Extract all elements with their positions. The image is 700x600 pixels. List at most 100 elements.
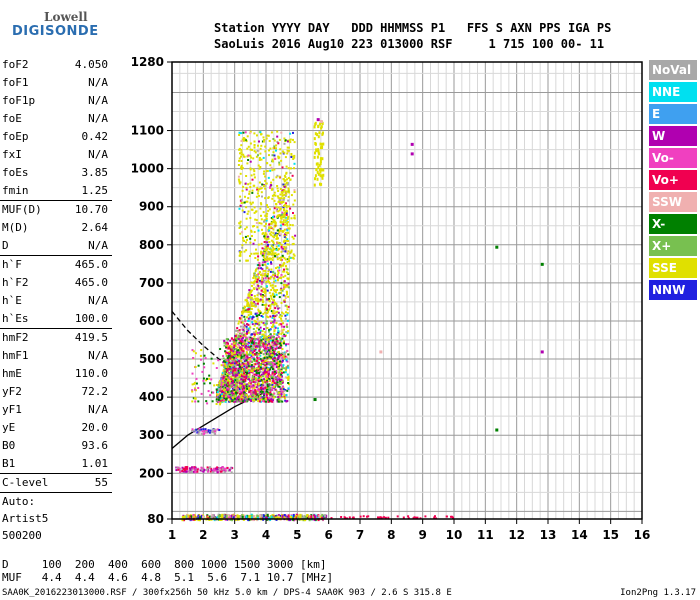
echo-mark [223, 341, 226, 344]
echo-mark [313, 155, 316, 159]
echo-mark [277, 269, 279, 272]
echo-mark [245, 325, 248, 328]
echo-mark [240, 151, 243, 154]
echo-mark [227, 374, 230, 376]
echo-mark [259, 384, 262, 387]
echo-mark [282, 364, 285, 367]
echo-mark [266, 170, 269, 172]
echo-mark [287, 227, 290, 230]
echo-mark [222, 361, 225, 364]
echo-mark [238, 207, 241, 210]
echo-mark [231, 400, 234, 403]
echo-mark [285, 212, 288, 215]
echo-mark [283, 137, 286, 140]
echo-mark [289, 138, 292, 141]
echo-mark [259, 207, 262, 210]
echo-mark [252, 277, 255, 279]
echo-mark [236, 386, 239, 389]
echo-mark [262, 256, 265, 258]
echo-mark [259, 357, 262, 360]
echo-mark [286, 190, 289, 193]
echo-mark [246, 305, 249, 307]
echo-mark [280, 323, 283, 326]
echo-mark [280, 197, 283, 200]
echo-mark [269, 333, 272, 336]
echo-mark [283, 514, 286, 517]
echo-mark [384, 516, 387, 519]
echo-mark [229, 467, 232, 470]
echo-mark [280, 325, 283, 328]
auto-code: 500200 [2, 529, 42, 542]
echo-mark [273, 211, 276, 214]
echo-mark [245, 217, 248, 220]
echo-mark [277, 346, 280, 349]
echo-mark [212, 428, 214, 431]
echo-mark [241, 515, 244, 519]
echo-mark [265, 377, 268, 380]
echo-mark [284, 376, 287, 379]
echo-mark [276, 342, 279, 345]
echo-mark [238, 382, 241, 385]
echo-mark [212, 469, 215, 472]
echo-mark [256, 395, 259, 398]
echo-mark [275, 245, 278, 248]
echo-mark [252, 400, 255, 403]
echo-mark [264, 338, 267, 341]
echo-mark [262, 333, 265, 336]
echo-mark [282, 183, 285, 186]
echo-mark [285, 206, 288, 209]
param-name: foE [2, 112, 22, 125]
echo-mark [268, 330, 271, 333]
echo-mark [232, 397, 234, 400]
echo-mark [230, 348, 233, 351]
echo-mark [265, 215, 268, 218]
param-value: 3.85 [81, 166, 109, 179]
echo-mark [270, 239, 273, 242]
echo-mark [247, 308, 250, 311]
echo-mark [251, 317, 254, 320]
echo-mark [282, 263, 285, 266]
echo-mark [193, 429, 196, 432]
echo-mark [258, 393, 260, 396]
echo-mark [263, 394, 265, 397]
echo-mark [227, 514, 230, 518]
echo-mark [240, 356, 243, 359]
echo-mark [281, 254, 284, 257]
echo-mark [273, 219, 275, 222]
echo-mark [234, 342, 237, 345]
echo-mark [262, 353, 265, 356]
echo-mark [266, 289, 269, 292]
echo-mark [265, 137, 268, 140]
echo-mark [278, 337, 281, 340]
echo-mark [270, 515, 273, 519]
echo-mark [247, 398, 250, 401]
echo-mark [238, 341, 241, 344]
echo-mark [256, 188, 259, 191]
x-tick-label: 14 [571, 528, 588, 542]
echo-mark [284, 216, 287, 219]
echo-mark [223, 397, 226, 400]
echo-mark [257, 229, 260, 232]
echo-mark [314, 151, 316, 155]
echo-mark [209, 466, 212, 469]
echo-mark [299, 513, 302, 517]
echo-mark [239, 204, 242, 207]
echo-mark [216, 391, 219, 393]
echo-mark [253, 252, 256, 255]
header-line1: Station YYYY DAY DDD HHMMSS P1 FFS S AXN… [214, 21, 612, 35]
echo-mark [245, 375, 248, 378]
echo-mark [321, 513, 324, 517]
echo-mark [240, 348, 243, 350]
echo-mark [232, 350, 235, 353]
echo-mark [236, 351, 238, 354]
echo-mark [262, 372, 265, 375]
echo-mark [286, 349, 289, 352]
echo-mark [274, 395, 277, 398]
echo-mark [272, 516, 275, 520]
echo-mark [264, 397, 267, 400]
echo-mark [244, 364, 247, 367]
echo-mark [284, 399, 287, 402]
param-value: 93.6 [81, 439, 109, 452]
echo-mark [190, 515, 193, 519]
echo-mark [209, 382, 212, 385]
